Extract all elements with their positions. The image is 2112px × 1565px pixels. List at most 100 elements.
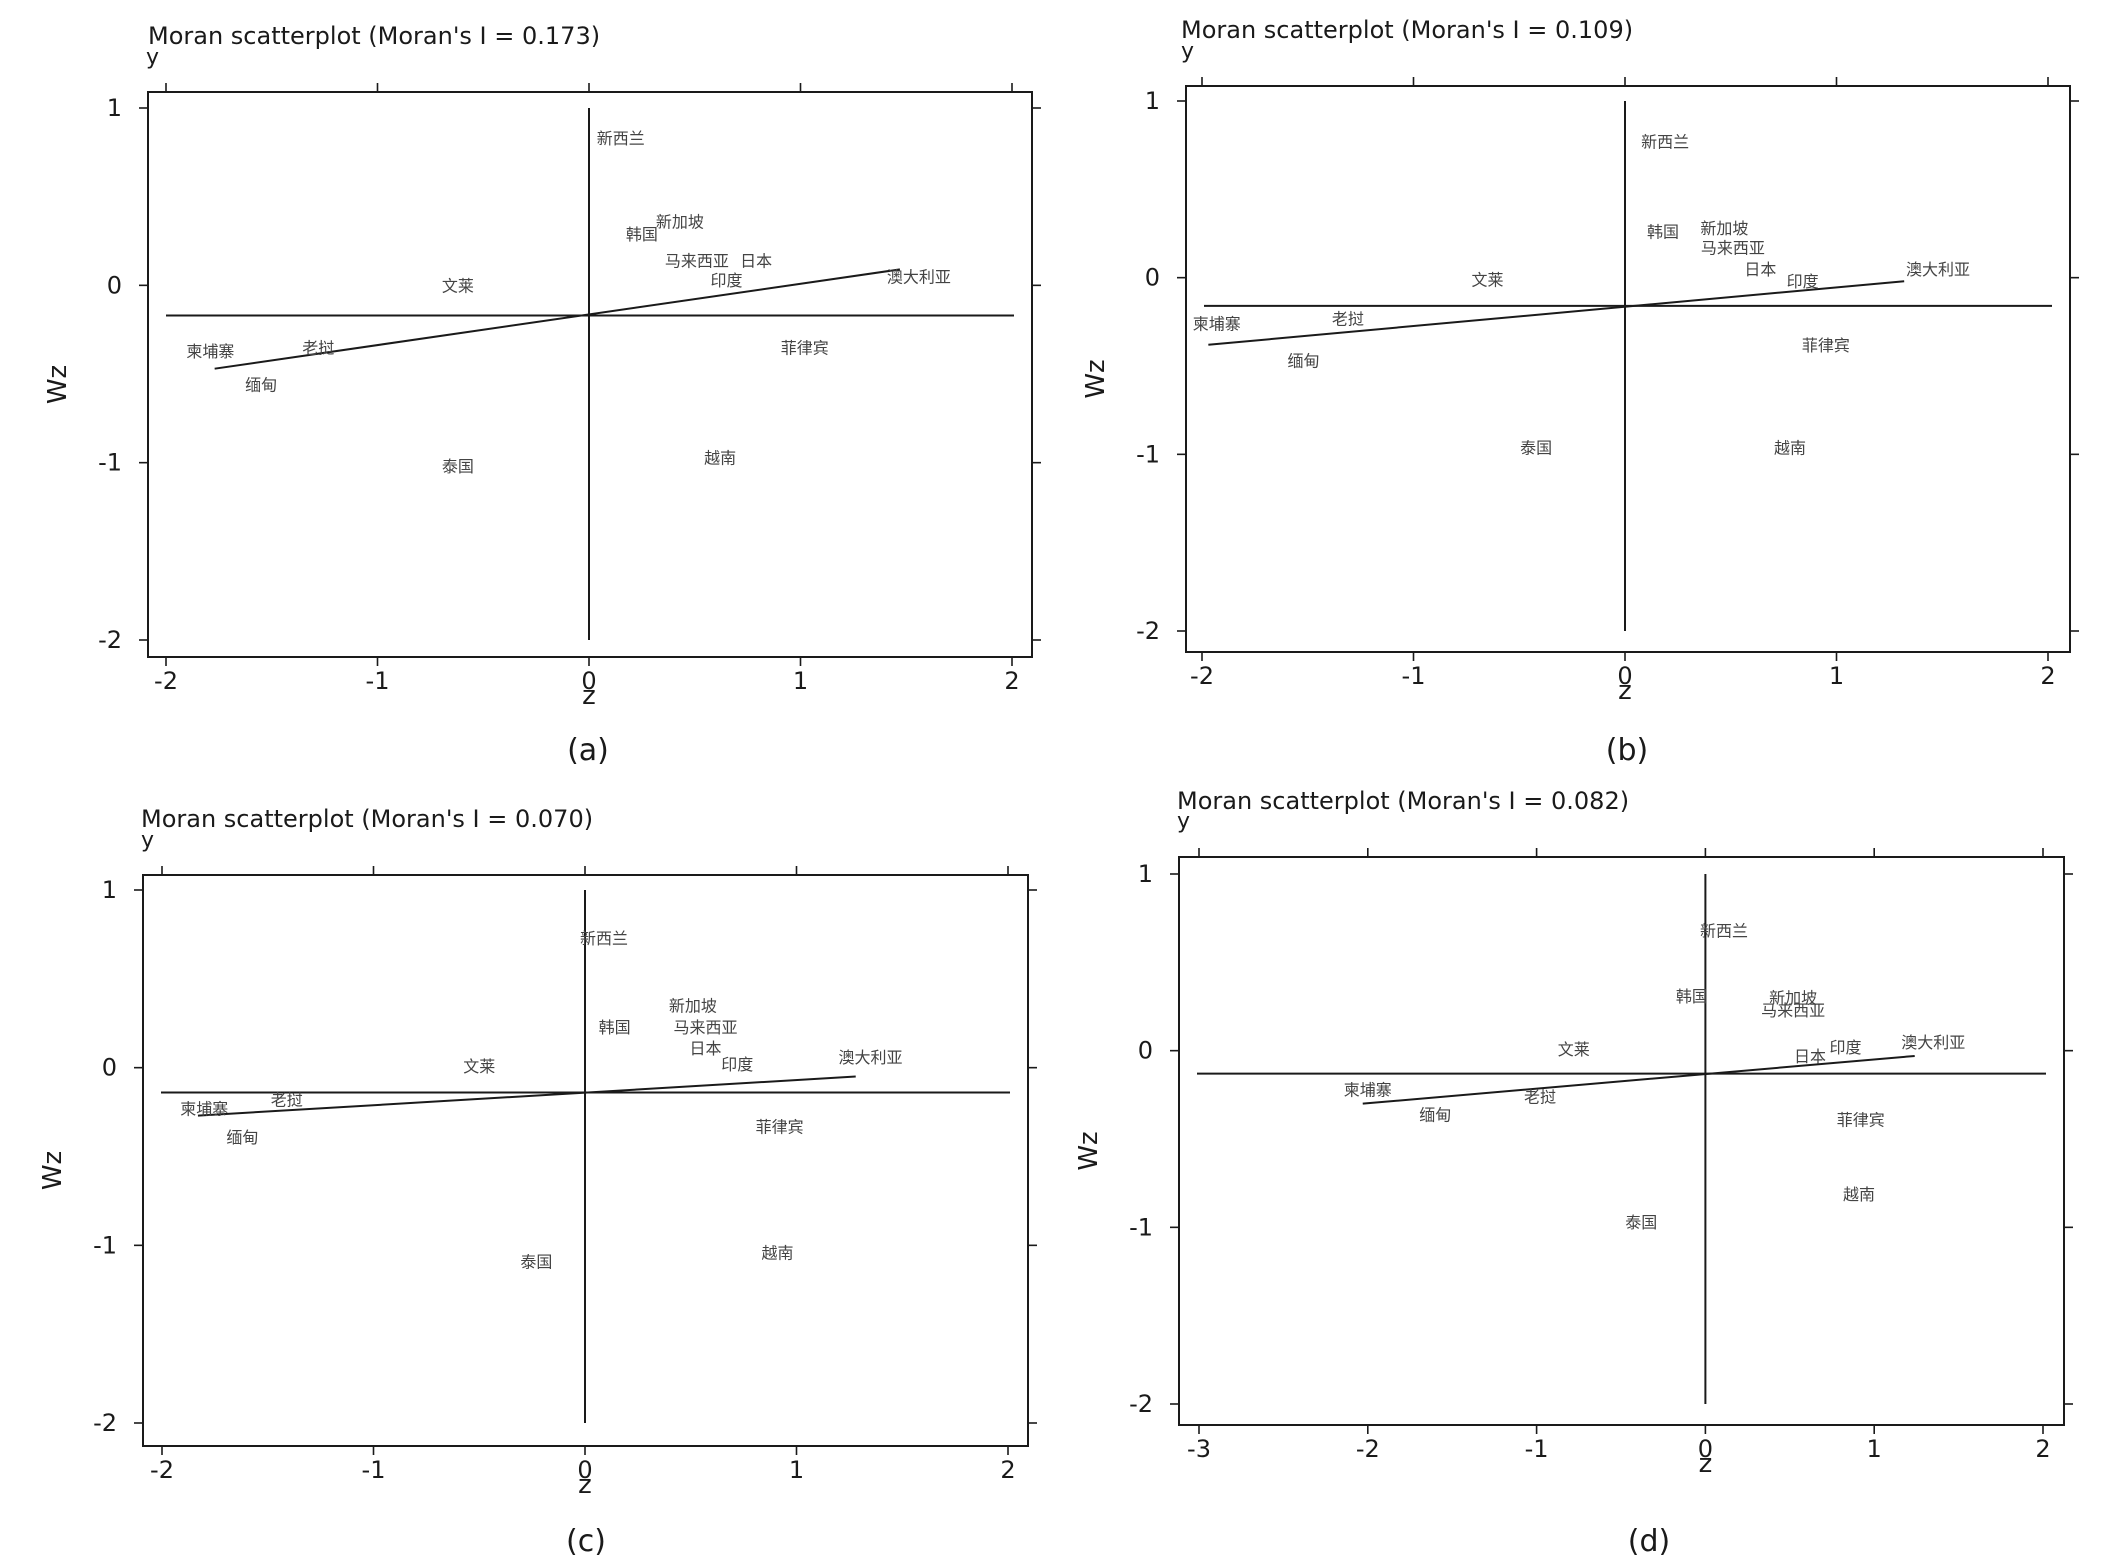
x-tick-label: -1 xyxy=(366,667,390,695)
y-axis-letter: y xyxy=(1181,39,1194,64)
point-label: 日本 xyxy=(1744,260,1776,279)
point-label: 柬埔寨 xyxy=(180,1100,228,1119)
x-tick-label: 2 xyxy=(1004,667,1019,695)
x-tick-label: 0 xyxy=(581,667,596,695)
point-label: 韩国 xyxy=(1676,987,1708,1006)
y-tick-label: 1 xyxy=(107,94,122,122)
point-label: 新西兰 xyxy=(1700,922,1748,941)
x-tick-label: -2 xyxy=(1190,662,1214,690)
point-label: 柬埔寨 xyxy=(1344,1081,1392,1100)
fit-line xyxy=(197,1075,856,1117)
plot-title: Moran scatterplot (Moran's I = 0.109) xyxy=(1181,16,1633,44)
point-label: 老挝 xyxy=(302,338,334,357)
x-tick-label: 2 xyxy=(1000,1456,1015,1484)
point-label: 马来西亚 xyxy=(1761,1001,1825,1020)
y-tick-label: -1 xyxy=(98,449,122,477)
point-label: 韩国 xyxy=(1647,223,1679,242)
point-label: 印度 xyxy=(710,271,742,290)
panel-label: (b) xyxy=(1606,733,1648,768)
point-label: 老挝 xyxy=(1524,1088,1556,1107)
point-label: 缅甸 xyxy=(1288,352,1320,371)
x-tick-label: 0 xyxy=(577,1456,592,1484)
point-label: 马来西亚 xyxy=(1701,239,1765,258)
y-axis-label: Wz xyxy=(43,365,73,404)
x-tick-label: -2 xyxy=(154,667,178,695)
point-label: 泰国 xyxy=(442,457,474,476)
x-tick-label: 1 xyxy=(1867,1435,1882,1463)
point-label: 马来西亚 xyxy=(674,1018,738,1037)
x-tick-label: -1 xyxy=(1525,1435,1549,1463)
point-label: 文莱 xyxy=(463,1057,495,1076)
point-label: 新加坡 xyxy=(656,212,704,231)
plot-frame xyxy=(1178,856,2065,1426)
point-label: 印度 xyxy=(1787,272,1819,291)
point-label: 韩国 xyxy=(599,1018,631,1037)
y-tick-label: -1 xyxy=(93,1231,117,1259)
y-axis-label: Wz xyxy=(38,1151,68,1190)
y-axis-label: Wz xyxy=(1074,1131,1104,1170)
point-label: 泰国 xyxy=(1625,1213,1657,1232)
x-tick-label: 1 xyxy=(793,667,808,695)
point-label: 新西兰 xyxy=(580,929,628,948)
point-label: 印度 xyxy=(1829,1038,1861,1057)
point-label: 越南 xyxy=(1843,1185,1875,1204)
y-tick-label: -2 xyxy=(1129,1390,1153,1418)
point-label: 日本 xyxy=(1794,1047,1826,1066)
point-label: 新西兰 xyxy=(597,129,645,148)
y-tick-label: 0 xyxy=(1138,1037,1153,1065)
plot-frame xyxy=(147,91,1033,658)
y-axis-letter: y xyxy=(146,45,159,70)
point-label: 老挝 xyxy=(271,1091,303,1110)
point-label: 澳大利亚 xyxy=(1901,1033,1965,1052)
point-label: 菲律宾 xyxy=(781,338,829,357)
point-label: 柬埔寨 xyxy=(1193,315,1241,334)
x-tick-label: 0 xyxy=(1617,662,1632,690)
y-tick-label: 1 xyxy=(1138,860,1153,888)
point-label: 新加坡 xyxy=(669,996,717,1015)
point-label: 菲律宾 xyxy=(1837,1111,1885,1130)
point-label: 柬埔寨 xyxy=(186,342,234,361)
point-label: 新西兰 xyxy=(1641,133,1689,152)
point-label: 马来西亚 xyxy=(665,252,729,271)
point-label: 越南 xyxy=(704,448,736,467)
moran-panel-a: Moran scatterplot (Moran's I = 0.173)y -2… xyxy=(43,22,1041,768)
point-label: 新加坡 xyxy=(1700,219,1748,238)
point-label: 日本 xyxy=(690,1039,722,1058)
panel-label: (d) xyxy=(1628,1524,1670,1559)
x-tick-label: -2 xyxy=(150,1456,174,1484)
point-label: 澳大利亚 xyxy=(839,1048,903,1067)
point-label: 菲律宾 xyxy=(756,1117,804,1136)
moran-panel-d: Moran scatterplot (Moran's I = 0.082)y -3… xyxy=(1074,787,2073,1559)
point-label: 缅甸 xyxy=(226,1128,258,1147)
x-axis-label: z xyxy=(1699,1449,1713,1479)
point-label: 越南 xyxy=(761,1243,793,1262)
x-tick-label: 0 xyxy=(1698,1435,1713,1463)
point-label: 泰国 xyxy=(1520,438,1552,457)
plot-title: Moran scatterplot (Moran's I = 0.082) xyxy=(1177,787,1629,815)
x-tick-label: 2 xyxy=(2035,1435,2050,1463)
point-label: 越南 xyxy=(1774,438,1806,457)
point-label: 新加坡 xyxy=(1769,989,1817,1008)
point-label: 文莱 xyxy=(1472,270,1504,289)
moran-panel-b: Moran scatterplot (Moran's I = 0.109)y -2… xyxy=(1081,16,2079,768)
x-axis-label: z xyxy=(1618,676,1632,706)
x-tick-label: 2 xyxy=(2040,662,2055,690)
point-label: 老挝 xyxy=(1332,309,1364,328)
point-label: 缅甸 xyxy=(1419,1105,1451,1124)
x-axis-label: z xyxy=(582,681,596,711)
point-label: 文莱 xyxy=(1558,1040,1590,1059)
x-tick-label: 1 xyxy=(789,1456,804,1484)
y-axis-label: Wz xyxy=(1081,359,1111,398)
fit-line xyxy=(1362,1054,1915,1105)
y-tick-label: -2 xyxy=(1136,617,1160,645)
y-tick-label: -1 xyxy=(1129,1213,1153,1241)
point-label: 日本 xyxy=(740,252,772,271)
y-axis-letter: y xyxy=(141,828,154,853)
point-label: 文莱 xyxy=(442,276,474,295)
x-tick-label: -1 xyxy=(1402,662,1426,690)
y-tick-label: 1 xyxy=(102,876,117,904)
y-tick-label: 0 xyxy=(1145,264,1160,292)
panel-label: (c) xyxy=(566,1524,606,1559)
point-label: 缅甸 xyxy=(245,376,277,395)
plot-frame xyxy=(1185,85,2071,653)
